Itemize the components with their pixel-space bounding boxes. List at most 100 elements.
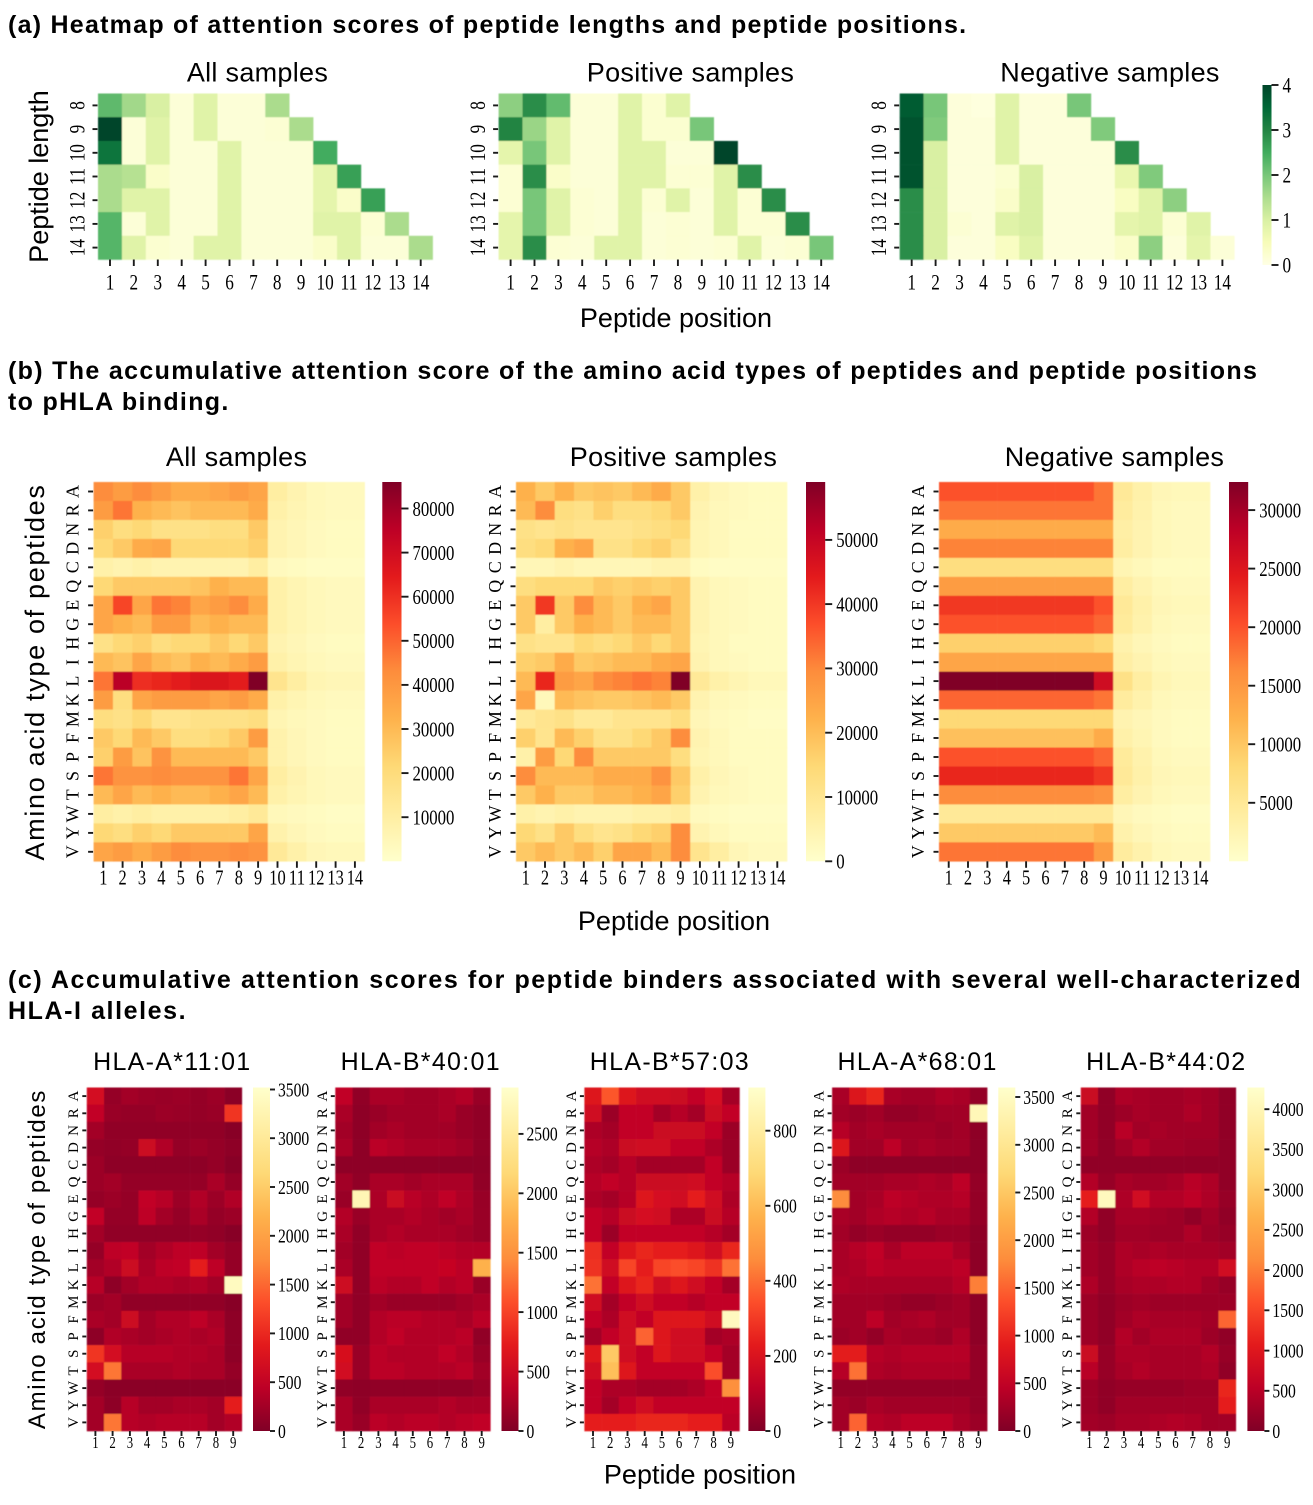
svg-text:P: P <box>1060 1332 1076 1340</box>
svg-text:H: H <box>63 637 83 650</box>
svg-text:6: 6 <box>1172 1433 1178 1452</box>
svg-text:70000: 70000 <box>413 541 455 565</box>
svg-text:A: A <box>564 1091 580 1102</box>
svg-text:2: 2 <box>119 866 127 890</box>
svg-text:5: 5 <box>1003 270 1012 295</box>
svg-text:5: 5 <box>177 866 185 890</box>
svg-text:(a) Heatmap of attention score: (a) Heatmap of attention scores of pepti… <box>8 11 967 39</box>
svg-text:500: 500 <box>527 1361 550 1383</box>
svg-text:D: D <box>66 1142 82 1153</box>
svg-text:3500: 3500 <box>1272 1139 1303 1161</box>
svg-text:40000: 40000 <box>413 673 455 697</box>
svg-text:Y: Y <box>1060 1400 1076 1411</box>
svg-text:Positive samples: Positive samples <box>587 58 794 88</box>
svg-text:S: S <box>315 1350 331 1358</box>
svg-text:K: K <box>315 1279 331 1290</box>
svg-text:Y: Y <box>63 826 83 839</box>
svg-text:7: 7 <box>941 1433 947 1452</box>
svg-text:Amino acid type of peptides: Amino acid type of peptides <box>24 1089 51 1429</box>
svg-text:S: S <box>564 1350 580 1358</box>
svg-text:H: H <box>1060 1228 1076 1239</box>
svg-text:F: F <box>66 1315 82 1323</box>
svg-text:0: 0 <box>773 1421 781 1443</box>
svg-text:T: T <box>485 789 505 800</box>
svg-text:8: 8 <box>710 1433 716 1452</box>
svg-text:3: 3 <box>983 866 991 890</box>
svg-text:4: 4 <box>642 1433 648 1452</box>
svg-text:2: 2 <box>1103 1433 1109 1452</box>
svg-text:12: 12 <box>364 270 381 295</box>
svg-text:C: C <box>66 1160 82 1170</box>
svg-text:K: K <box>66 1279 82 1290</box>
svg-text:8: 8 <box>1080 866 1088 890</box>
svg-text:9: 9 <box>64 125 89 134</box>
svg-text:H: H <box>908 637 928 650</box>
svg-text:HLA-A*11:01: HLA-A*11:01 <box>93 1048 251 1076</box>
svg-text:4: 4 <box>177 270 186 295</box>
svg-text:T: T <box>63 789 83 800</box>
svg-text:30000: 30000 <box>413 717 455 741</box>
svg-text:D: D <box>485 542 505 555</box>
svg-text:A: A <box>1060 1091 1076 1102</box>
svg-text:7: 7 <box>196 1433 202 1452</box>
svg-text:G: G <box>908 618 928 631</box>
svg-text:HLA-A*68:01: HLA-A*68:01 <box>837 1048 997 1076</box>
svg-text:3: 3 <box>554 270 563 295</box>
svg-text:K: K <box>812 1279 828 1290</box>
svg-text:H: H <box>66 1228 82 1239</box>
svg-text:I: I <box>812 1248 828 1253</box>
svg-text:P: P <box>564 1332 580 1340</box>
svg-text:2500: 2500 <box>1023 1182 1054 1204</box>
svg-text:3: 3 <box>127 1433 133 1452</box>
svg-text:14: 14 <box>347 866 364 890</box>
svg-text:8: 8 <box>235 866 243 890</box>
svg-text:2: 2 <box>541 866 549 890</box>
svg-text:L: L <box>812 1263 828 1272</box>
svg-text:(b) The accumulative attention: (b) The accumulative attention score of … <box>8 357 1258 385</box>
svg-text:9: 9 <box>866 125 891 134</box>
svg-text:Y: Y <box>812 1400 828 1411</box>
svg-text:A: A <box>315 1091 331 1102</box>
svg-text:5: 5 <box>1022 866 1030 890</box>
svg-text:G: G <box>1060 1211 1076 1222</box>
svg-text:500: 500 <box>278 1372 301 1394</box>
svg-text:D: D <box>908 542 928 555</box>
svg-text:Q: Q <box>812 1176 828 1187</box>
svg-text:13: 13 <box>64 215 89 232</box>
svg-text:11: 11 <box>711 866 727 890</box>
svg-text:4: 4 <box>144 1433 150 1452</box>
svg-text:12: 12 <box>730 866 746 890</box>
svg-text:All samples: All samples <box>187 58 328 88</box>
svg-text:2: 2 <box>358 1433 364 1452</box>
svg-text:500: 500 <box>1023 1373 1046 1395</box>
svg-text:Peptide position: Peptide position <box>578 906 770 936</box>
svg-text:4: 4 <box>580 866 589 890</box>
svg-text:Y: Y <box>66 1400 82 1411</box>
svg-text:14: 14 <box>1214 270 1231 295</box>
svg-text:14: 14 <box>465 239 490 256</box>
svg-text:7: 7 <box>638 866 646 890</box>
svg-text:Y: Y <box>315 1400 331 1411</box>
svg-text:Amino acid type of peptides: Amino acid type of peptides <box>20 483 50 860</box>
svg-text:HLA-B*57:03: HLA-B*57:03 <box>590 1048 750 1076</box>
svg-text:A: A <box>485 485 505 498</box>
svg-text:L: L <box>564 1263 580 1272</box>
svg-text:R: R <box>66 1108 82 1118</box>
svg-text:HLA-I alleles.: HLA-I alleles. <box>8 997 187 1025</box>
svg-text:Y: Y <box>485 826 505 839</box>
svg-text:D: D <box>63 542 83 555</box>
svg-text:L: L <box>315 1263 331 1272</box>
svg-text:S: S <box>485 771 505 781</box>
svg-text:K: K <box>1060 1279 1076 1290</box>
svg-text:E: E <box>908 600 928 611</box>
svg-text:A: A <box>66 1091 82 1102</box>
svg-text:R: R <box>908 504 928 516</box>
svg-text:I: I <box>63 659 83 665</box>
svg-text:4: 4 <box>889 1433 895 1452</box>
svg-text:9: 9 <box>479 1433 485 1452</box>
svg-text:10000: 10000 <box>413 806 455 830</box>
svg-text:9: 9 <box>297 270 306 295</box>
svg-text:4: 4 <box>392 1433 398 1452</box>
svg-text:P: P <box>908 752 928 762</box>
svg-text:3: 3 <box>1121 1433 1127 1452</box>
